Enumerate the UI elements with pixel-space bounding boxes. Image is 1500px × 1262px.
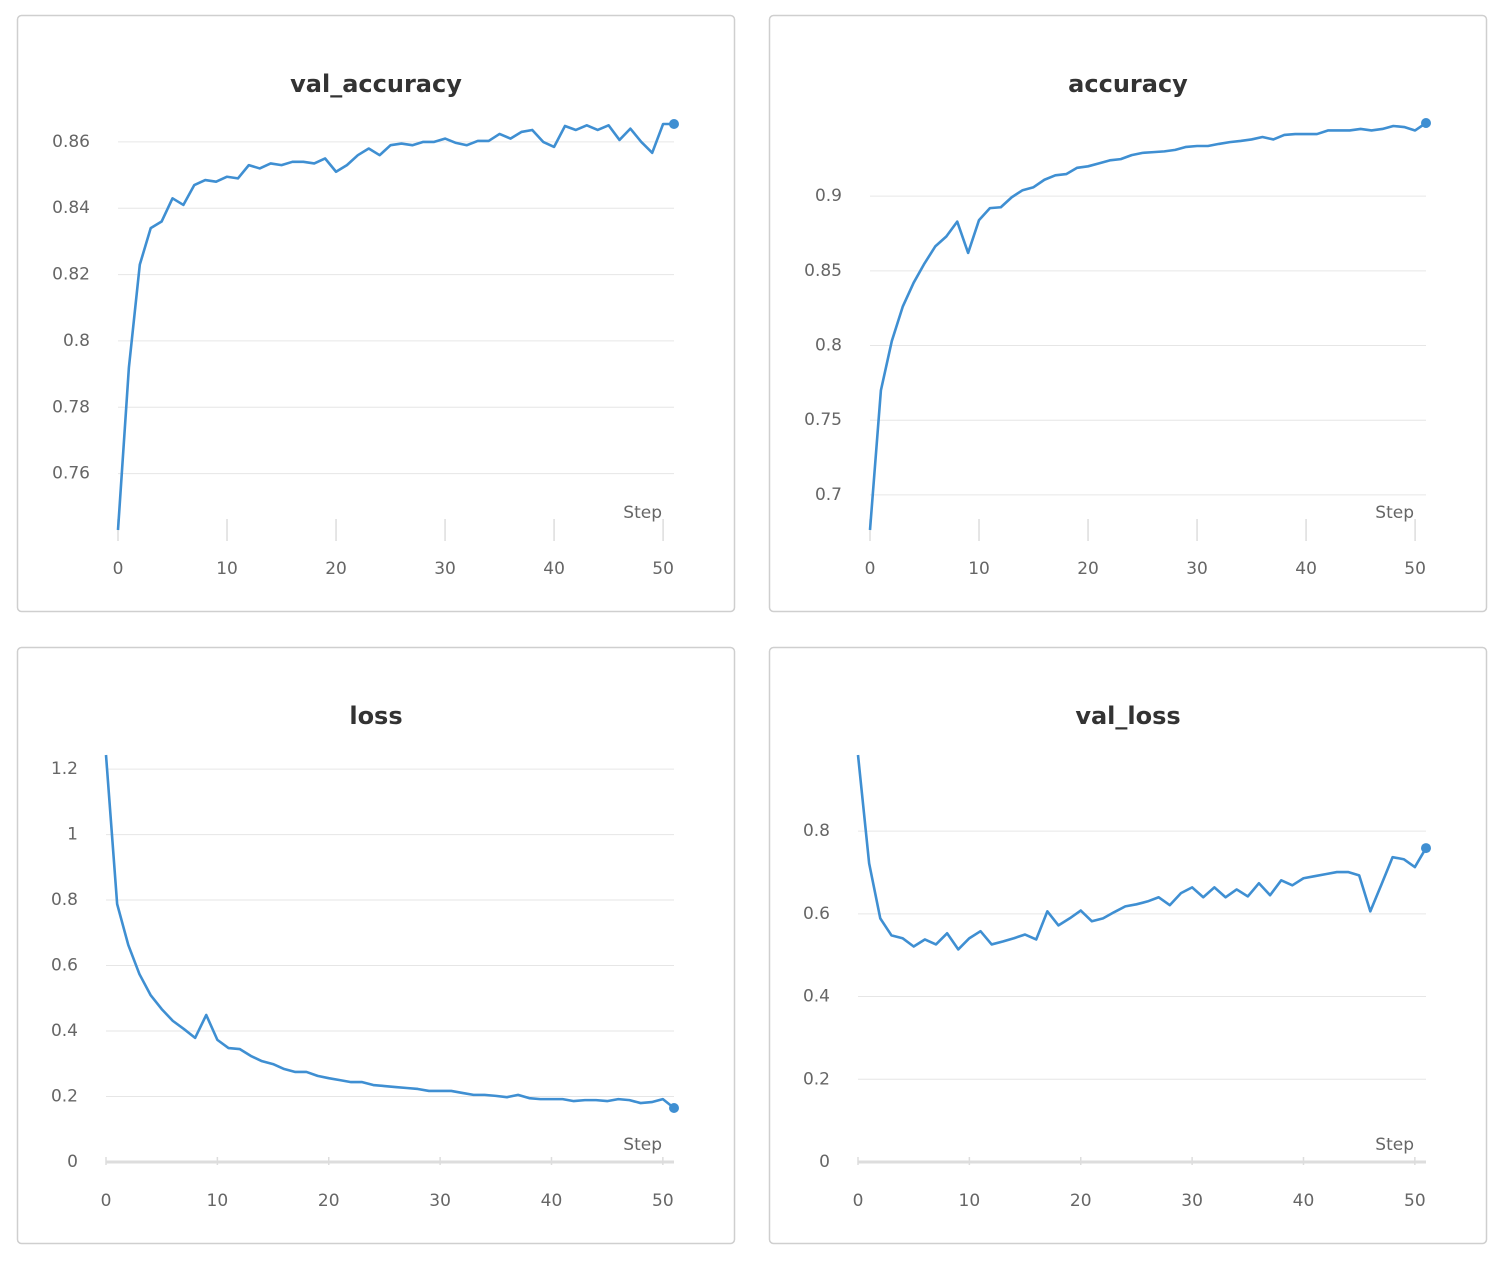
chart-title: loss (349, 702, 402, 730)
x-tick-label: 30 (429, 1191, 451, 1211)
panel-frame (16, 14, 736, 613)
panel-frame (768, 14, 1488, 613)
x-tick-label: 10 (968, 559, 990, 579)
y-tick-label: 0 (819, 1152, 830, 1172)
x-tick-label: 30 (434, 559, 456, 579)
x-tick-label: 10 (216, 559, 238, 579)
x-tick-label: 50 (1404, 1191, 1426, 1211)
y-tick-label: 0.75 (804, 410, 842, 430)
x-tick-label: 0 (101, 1191, 112, 1211)
y-tick-label: 0.84 (52, 198, 90, 218)
y-tick-label: 0.4 (51, 1021, 78, 1041)
y-tick-label: 0.8 (815, 336, 842, 356)
line (868, 121, 1427, 531)
x-tick-label: 10 (959, 1191, 981, 1211)
x-tick-label: 0 (113, 559, 124, 579)
y-tick-label: 0.6 (51, 956, 78, 976)
x-tick-label: 20 (325, 559, 347, 579)
y-tick-label: 0.78 (52, 397, 90, 417)
chart-title: val_accuracy (290, 70, 462, 98)
x-axis-label: Step (623, 503, 662, 523)
y-tick-label: 1.2 (51, 759, 78, 779)
x-tick-label: 30 (1186, 559, 1208, 579)
x-axis-label: Step (623, 1135, 662, 1155)
last-point (1421, 843, 1431, 854)
y-tick-label: 0.8 (51, 890, 78, 910)
y-tick-label: 0.8 (803, 821, 830, 841)
chart-panel: val_accuracy 0.76 0.78 0.8 0.82 0.84 0.86 0 10 20… (16, 14, 736, 613)
x-tick-label: 50 (652, 559, 674, 579)
x-axis-label: Step (1375, 503, 1414, 523)
x-axis-label: Step (1375, 1135, 1414, 1155)
y-tick-label: 0.76 (52, 464, 90, 484)
x-tick-label: 20 (318, 1191, 340, 1211)
x-tick-label: 40 (543, 559, 565, 579)
x-tick-label: 10 (207, 1191, 229, 1211)
x-tick-label: 40 (1295, 559, 1317, 579)
x-tick-label: 20 (1070, 1191, 1092, 1211)
line (116, 122, 674, 531)
last-point (1421, 118, 1431, 128)
panel-frame (16, 646, 736, 1245)
y-tick-label: 0.7 (815, 485, 842, 505)
panel-frame (768, 646, 1488, 1245)
y-tick-label: 0.9 (815, 186, 842, 206)
x-tick-label: 30 (1181, 1191, 1203, 1211)
chart-panel: val_loss 0 0.2 0.4 0.6 0.8 0 10 20 30 40 50 Step (768, 646, 1488, 1245)
line (104, 754, 675, 1109)
x-tick-label: 0 (853, 1191, 864, 1211)
last-point (669, 1102, 679, 1113)
chart-title: val_loss (1075, 702, 1180, 730)
line (856, 754, 1428, 951)
y-tick-label: 0.4 (803, 987, 830, 1007)
y-tick-label: 0.2 (803, 1069, 830, 1089)
y-tick-label: 0 (67, 1152, 78, 1172)
y-tick-label: 0.82 (52, 265, 90, 285)
x-tick-label: 40 (1293, 1191, 1315, 1211)
y-tick-label: 0.85 (804, 261, 842, 281)
y-tick-label: 0.2 (51, 1087, 78, 1107)
chart-panel: accuracy 0.7 0.75 0.8 0.85 0.9 0 10 20 30 40 50 Step (768, 14, 1488, 613)
last-point (669, 118, 679, 129)
x-tick-label: 40 (541, 1191, 563, 1211)
y-tick-label: 1 (67, 825, 78, 845)
x-tick-label: 50 (652, 1191, 674, 1211)
y-tick-label: 0.8 (63, 331, 90, 351)
y-tick-label: 0.6 (803, 904, 830, 924)
x-tick-label: 20 (1077, 559, 1099, 579)
x-tick-label: 0 (865, 559, 876, 579)
y-tick-label: 0.86 (52, 132, 90, 152)
chart-title: accuracy (1068, 70, 1188, 98)
chart-panel: loss 0 0.2 0.4 0.6 0.8 1 1.2 0 10 20 30 40 50 Step (16, 646, 736, 1245)
x-tick-label: 50 (1404, 559, 1426, 579)
